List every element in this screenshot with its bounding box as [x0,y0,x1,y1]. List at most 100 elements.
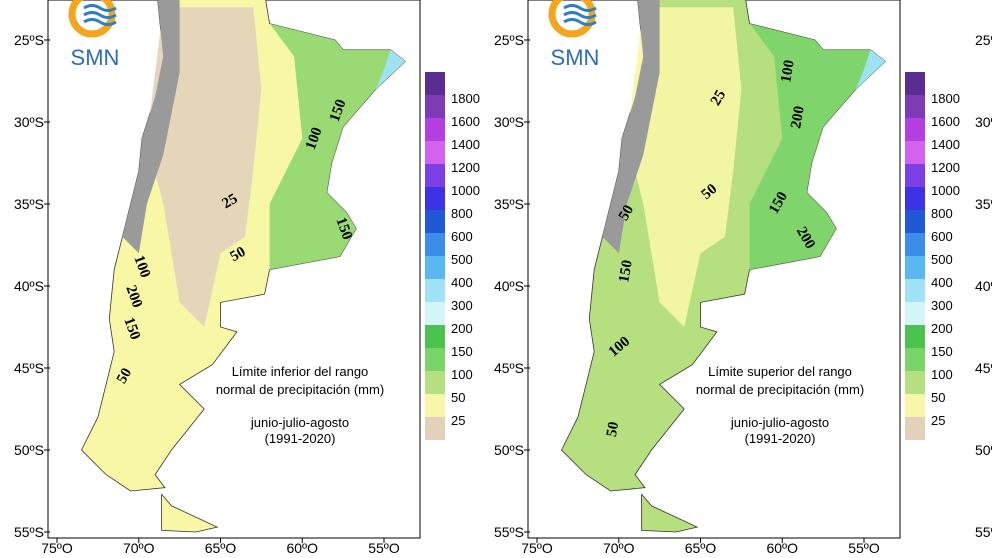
legend-label: 150 [931,344,953,359]
legend-swatch [425,325,445,348]
lat-label: 45ºS [14,360,44,376]
legend-label: 1800 [451,91,480,106]
contour-label: 50 [604,421,622,439]
contour-label: 100 [130,253,153,280]
period: junio-julio-agosto [250,415,349,430]
legend-label: 150 [451,344,473,359]
caption: normal de precipitación (mm) [216,382,384,397]
contour-label: 25 [708,88,729,109]
lat-label: 50ºS [494,442,524,458]
lat-label: 25ºS [975,32,992,48]
lon-label: 55ºO [848,540,880,556]
andes-relief [122,0,180,254]
logo-sun [68,0,116,38]
legend-label: 400 [931,275,953,290]
logo-text: SMN [551,45,600,70]
legend-swatch [905,233,925,256]
lon-label: 65ºO [685,540,717,556]
legend-swatch [425,118,445,141]
contour-label: 25 [220,191,241,212]
legend-label: 800 [451,206,473,221]
region-misiones [855,49,886,90]
lat-label: 30ºS [494,114,524,130]
legend-swatch [905,141,925,164]
legend-label: 500 [451,252,473,267]
caption: Límite superior del rango [708,364,852,379]
legend-label: 1400 [451,137,480,152]
lat-label: 40ºS [494,278,524,294]
legend-swatch [905,95,925,118]
legend-label: 100 [451,367,473,382]
legend-label: 100 [931,367,953,382]
contour-label: 100 [303,125,326,152]
logo-sun [548,0,596,38]
lat-label: 55ºS [975,524,992,540]
legend-swatch [905,302,925,325]
lon-label: 60ºO [286,540,318,556]
contour-label: 150 [332,215,355,242]
lat-label: 55ºS [494,524,524,540]
legend-swatch [425,302,445,325]
logo-waves [563,4,597,26]
legend-label: 50 [451,390,465,405]
legend-swatch [425,256,445,279]
caption: normal de precipitación (mm) [696,382,864,397]
legend-swatch [905,279,925,302]
legend-swatch [425,394,445,417]
legend-swatch [905,348,925,371]
legend-swatch [905,72,925,95]
legend-label: 1000 [931,183,960,198]
legend-swatch [425,72,445,95]
contour-label: 50 [114,366,135,387]
legend-label: 400 [451,275,473,290]
legend-swatch [425,210,445,233]
legend-label: 300 [931,298,953,313]
legend-swatch [905,118,925,141]
caption: Límite inferior del rango [232,364,369,379]
lat-label: 30ºS [14,114,44,130]
legend-swatch [905,325,925,348]
region-misiones [375,49,406,90]
legend-label: 600 [451,229,473,244]
legend-swatch [425,141,445,164]
legend-swatch [425,279,445,302]
legend-swatch [905,210,925,233]
legend-swatch [905,371,925,394]
legend-label: 25 [451,413,465,428]
lat-label: 45ºS [494,360,524,376]
lat-label: 35ºS [14,196,44,212]
contour-label: 200 [122,283,145,310]
contour-label: 200 [788,105,808,130]
legend-swatch [425,95,445,118]
contour-label: 50 [228,244,249,265]
legend-label: 1400 [931,137,960,152]
legend-label: 1600 [931,114,960,129]
lon-label: 65ºO [205,540,237,556]
contour-label: 50 [616,203,637,224]
legend-label: 1600 [451,114,480,129]
lat-label: 35ºS [975,196,992,212]
legend-swatch [425,164,445,187]
legend-swatch [905,164,925,187]
legend-label: 50 [931,390,945,405]
logo-text: SMN [71,45,120,70]
period: junio-julio-agosto [730,415,829,430]
lat-label: 40ºS [14,278,44,294]
lon-label: 70ºO [603,540,635,556]
legend-label: 1200 [931,160,960,175]
legend-label: 200 [451,321,473,336]
legend-swatch [425,187,445,210]
legend-label: 500 [931,252,953,267]
lat-label: 45ºS [975,360,992,376]
legend-swatch [425,348,445,371]
lat-label: 25ºS [14,32,44,48]
lat-label: 40ºS [975,278,992,294]
andes-relief [602,0,660,254]
legend-swatch [905,256,925,279]
lat-label: 55ºS [14,524,44,540]
years: (1991-2020) [745,431,816,446]
